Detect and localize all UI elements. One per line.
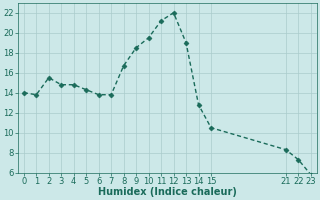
X-axis label: Humidex (Indice chaleur): Humidex (Indice chaleur) [98, 187, 237, 197]
